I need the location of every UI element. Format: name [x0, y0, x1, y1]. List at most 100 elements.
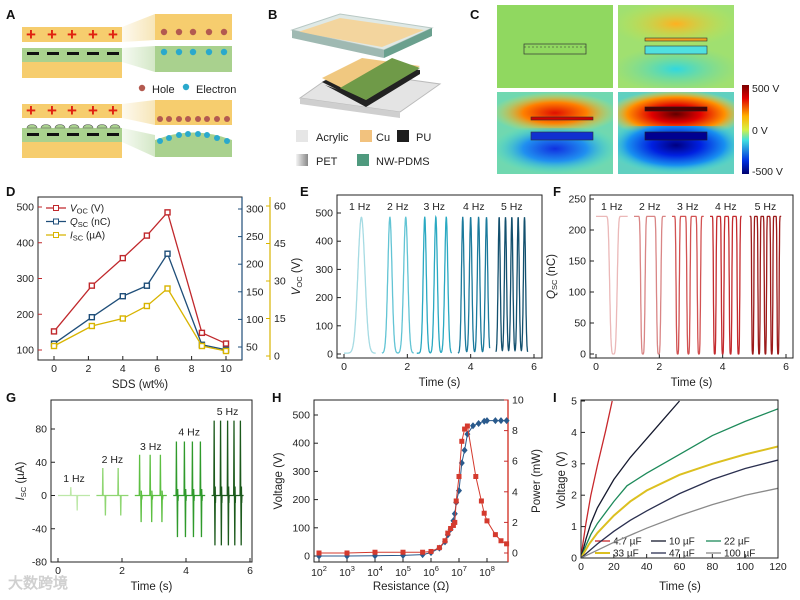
- legend-entry: 100 µF: [724, 549, 755, 560]
- pu-edge: [325, 70, 420, 107]
- label-unit: (V): [291, 258, 303, 277]
- legend-hole: Hole: [152, 84, 175, 96]
- y-tick-label: 250: [568, 194, 586, 206]
- y-tick-label: 4: [512, 486, 518, 498]
- electrode-bottom: [22, 62, 122, 78]
- frequency-label: 4 Hz: [463, 201, 485, 213]
- tick-exponent: 4: [379, 564, 383, 573]
- y-axis-title-right: Power (mW): [531, 449, 543, 513]
- legend-entry: 47 µF: [669, 549, 695, 560]
- series-line: [319, 424, 507, 554]
- colorbar: [742, 85, 749, 174]
- panel-label-a: A: [6, 7, 16, 22]
- potential-map-max: [618, 92, 734, 174]
- label-symbol: V: [291, 286, 303, 295]
- axis-title: QSC (nC): [546, 254, 559, 299]
- x-tick-label: 104: [367, 564, 383, 579]
- y-tick-label: 200: [292, 494, 310, 506]
- potential-map-contact: [497, 92, 613, 174]
- x-tick-label: 6: [783, 361, 789, 373]
- y-tick-label: 400: [292, 438, 310, 450]
- electrode-top-contact: [22, 104, 122, 118]
- y-axis-title: Voltage (V): [556, 451, 568, 508]
- x-tick-label: 2: [119, 565, 125, 577]
- data-point-power: [428, 548, 434, 554]
- tick-base: 10: [479, 567, 491, 579]
- signal-trace: [672, 215, 704, 355]
- signal-trace: [96, 468, 129, 516]
- charging-curve: [581, 400, 613, 558]
- zoom-electrode: [155, 100, 232, 125]
- y-tick-label: 300: [315, 264, 333, 276]
- zoom-beam: [122, 46, 155, 72]
- data-point-power: [445, 530, 451, 536]
- watermark: 大数跨境: [8, 574, 68, 592]
- y-tick-label: -80: [32, 557, 47, 569]
- panel-e-chart: 0 2 4 6 0 100 200 300 400 500 Time (s) VOC (V) 1 Hz 2…: [291, 194, 543, 389]
- x-tick-label: 108: [479, 564, 495, 579]
- charging-curve: [581, 445, 778, 558]
- legend-pu: PU: [416, 132, 431, 144]
- electrons: [160, 48, 228, 56]
- tick-base: 10: [367, 567, 379, 579]
- colorbar-min-label: -500 V: [752, 166, 783, 178]
- zoom-film: [155, 132, 232, 157]
- panel-d-chart: 0 2 4 6 8 10 100 200 300 400 500 50 100 150 200 250 300 0…: [16, 196, 286, 391]
- charging-curve: [581, 400, 680, 558]
- data-point-power: [344, 550, 350, 556]
- plus-charge-icon: +: [88, 25, 98, 44]
- y-tick-label: 0: [304, 551, 310, 563]
- signal-trace: [710, 215, 742, 355]
- y-tick-label: 0: [571, 553, 577, 565]
- legend-entry: VOC (V): [70, 204, 104, 216]
- data-point: [119, 293, 127, 300]
- plus-charge-icon: +: [47, 25, 57, 44]
- data-point-power: [459, 438, 465, 444]
- x-tick-label: 106: [423, 564, 439, 579]
- x-tick-label: 120: [769, 561, 787, 573]
- axis-title: ISC (µA): [15, 461, 28, 500]
- legend-cu: Cu: [376, 132, 390, 144]
- data-point-power: [442, 538, 448, 544]
- holes: [160, 28, 228, 36]
- x-tick-label: 0: [51, 363, 57, 375]
- frequency-label: 3 Hz: [423, 201, 445, 213]
- y-tick-label: 8: [512, 425, 518, 437]
- swatch-cu: [360, 130, 372, 142]
- frequency-label: 1 Hz: [349, 201, 371, 213]
- y-tick-label: 2: [512, 517, 518, 529]
- data-point-voltage: [484, 417, 490, 425]
- y-tick-label: 200: [16, 309, 34, 321]
- panel-label-h: H: [272, 390, 281, 405]
- panel-label-e: E: [300, 184, 309, 199]
- x-tick-label: 80: [706, 561, 718, 573]
- data-point: [164, 285, 171, 292]
- data-point-power: [448, 526, 454, 532]
- y-tick-label: 200: [315, 292, 333, 304]
- data-point-power: [456, 474, 462, 479]
- positive-charges: + + + + +: [26, 101, 118, 120]
- y-tick-label: 2: [571, 490, 577, 502]
- legend-entry: 22 µF: [724, 537, 750, 548]
- y-tick-label: -40: [32, 523, 47, 535]
- data-point-power: [400, 549, 406, 555]
- x-axis-title: Time (s): [659, 581, 701, 593]
- label-unit: (nC): [546, 254, 558, 280]
- legend-subscript: SC: [78, 220, 89, 229]
- y-tick-label: 1: [571, 521, 577, 533]
- x-axis-title: Time (s): [131, 581, 173, 593]
- plus-charge-icon: +: [108, 25, 118, 44]
- plus-charge-icon: +: [67, 101, 77, 120]
- data-point-voltage: [470, 422, 476, 430]
- data-point-power: [481, 510, 487, 516]
- data-point-power: [450, 522, 456, 528]
- x-tick-label: 107: [451, 564, 467, 579]
- positive-charges: + + + + +: [26, 25, 118, 44]
- x-axis-title: Time (s): [419, 377, 461, 389]
- y-tick-label: 15: [274, 313, 286, 325]
- data-point: [88, 322, 96, 330]
- legend-subscript: OC: [77, 207, 89, 216]
- data-point-voltage: [461, 446, 468, 454]
- signal-trace: [58, 487, 90, 511]
- x-tick-label: 2: [404, 361, 410, 373]
